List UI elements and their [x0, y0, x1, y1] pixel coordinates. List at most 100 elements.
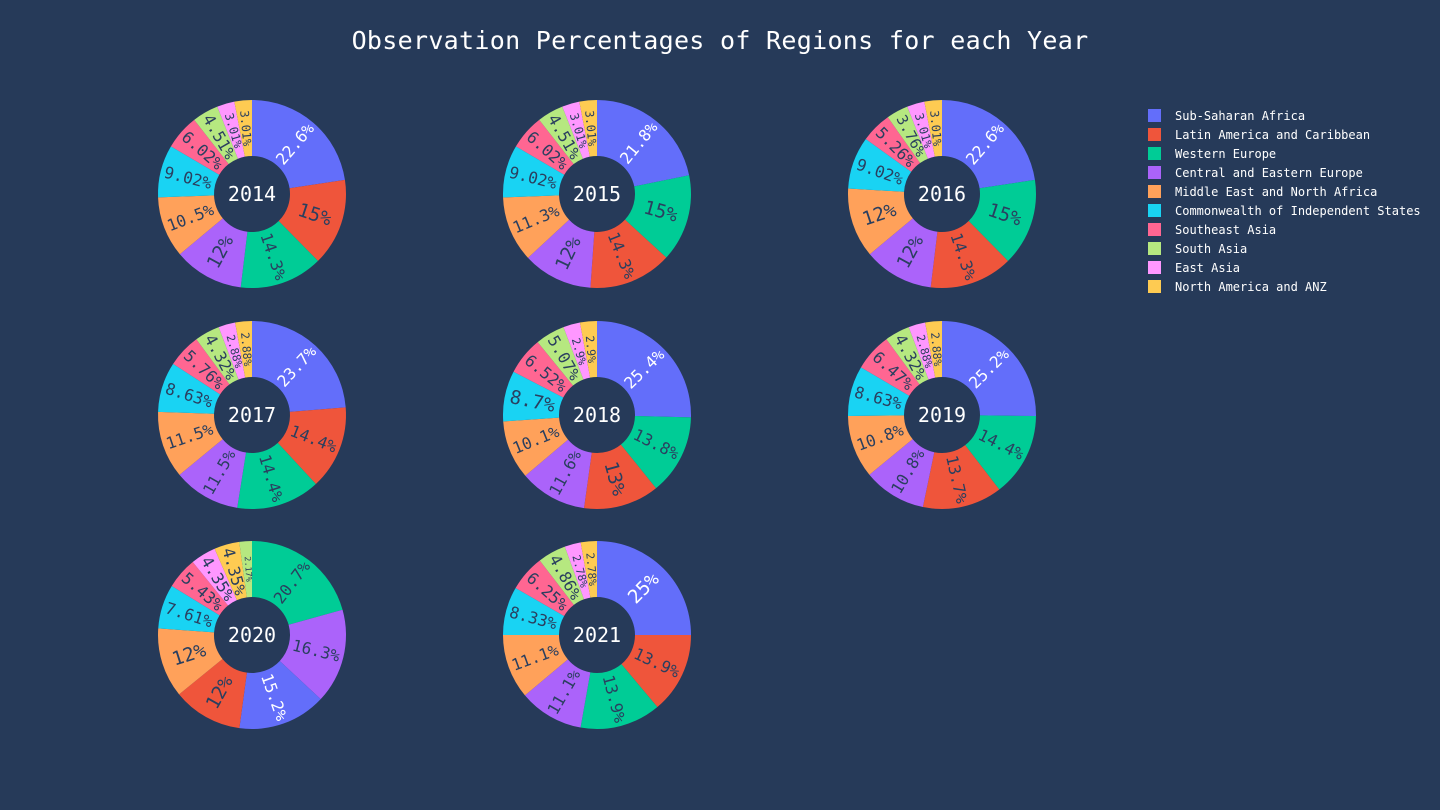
slice-2016-sub-saharan-africa[interactable] — [942, 100, 1035, 189]
slice-2017-east-asia[interactable] — [218, 322, 246, 380]
slice-2017-western-europe[interactable] — [237, 442, 316, 510]
slice-2015-commonwealth-of-independent-states[interactable] — [502, 146, 565, 198]
slice-2021-southeast-asia[interactable] — [515, 560, 574, 617]
slice-2020-sub-saharan-africa[interactable] — [239, 660, 321, 730]
slice-2019-sub-saharan-africa[interactable] — [942, 321, 1036, 417]
slice-label-2014-north-america-and-anz: 3.01% — [237, 110, 254, 147]
slice-2014-southeast-asia[interactable] — [170, 119, 229, 175]
slice-2020-western-europe[interactable] — [252, 541, 343, 625]
slice-2015-east-asia[interactable] — [562, 101, 590, 159]
slice-2021-sub-saharan-africa[interactable] — [597, 541, 691, 635]
slice-2018-latin-america-and-caribbean[interactable] — [584, 444, 656, 509]
legend-item-east-asia[interactable]: East Asia — [1148, 258, 1421, 277]
slice-2020-central-and-eastern-europe[interactable] — [279, 609, 346, 700]
slice-2016-south-asia[interactable] — [887, 106, 928, 163]
slice-2017-sub-saharan-africa[interactable] — [252, 321, 346, 412]
slice-2019-southeast-asia[interactable] — [860, 339, 920, 396]
slice-2021-latin-america-and-caribbean[interactable] — [621, 635, 691, 708]
slice-2021-commonwealth-of-independent-states[interactable] — [503, 588, 565, 635]
slice-2017-commonwealth-of-independent-states[interactable] — [158, 363, 221, 414]
legend-label: Central and Eastern Europe — [1175, 165, 1363, 180]
slice-2019-central-and-eastern-europe[interactable] — [869, 439, 935, 508]
slice-2017-north-america-and-anz[interactable] — [235, 321, 252, 378]
slice-2015-western-europe[interactable] — [625, 175, 691, 258]
legend-item-southeast-asia[interactable]: Southeast Asia — [1148, 220, 1421, 239]
legend-item-middle-east-and-north-africa[interactable]: Middle East and North Africa — [1148, 182, 1421, 201]
slice-2018-western-europe[interactable] — [620, 415, 691, 489]
slice-2014-sub-saharan-africa[interactable] — [252, 100, 345, 189]
slice-2018-sub-saharan-africa[interactable] — [597, 321, 692, 418]
slice-2016-latin-america-and-caribbean[interactable] — [930, 221, 1008, 289]
slice-2016-central-and-eastern-europe[interactable] — [869, 218, 938, 288]
legend-item-latin-america-and-caribbean[interactable]: Latin America and Caribbean — [1148, 125, 1421, 144]
slice-2015-sub-saharan-africa[interactable] — [597, 100, 690, 187]
slice-2016-western-europe[interactable] — [968, 179, 1036, 261]
slice-2014-south-asia[interactable] — [194, 106, 238, 165]
slice-2014-east-asia[interactable] — [217, 101, 245, 159]
legend-swatch — [1148, 166, 1161, 179]
slice-2021-central-and-eastern-europe[interactable] — [524, 659, 591, 728]
slice-2016-east-asia[interactable] — [907, 101, 935, 159]
slice-2014-latin-america-and-caribbean[interactable] — [278, 179, 347, 261]
legend-label: East Asia — [1175, 260, 1241, 275]
slice-2018-middle-east-and-north-africa[interactable] — [503, 417, 569, 476]
slice-2015-latin-america-and-caribbean[interactable] — [590, 219, 667, 289]
slice-2021-south-asia[interactable] — [539, 546, 584, 605]
slice-2015-middle-east-and-north-africa[interactable] — [503, 195, 570, 258]
slice-2019-western-europe[interactable] — [965, 415, 1036, 490]
slice-2021-north-america-and-anz[interactable] — [580, 541, 597, 598]
slice-2016-middle-east-and-north-africa[interactable] — [847, 188, 913, 255]
slice-2014-north-america-and-anz[interactable] — [234, 100, 252, 157]
slice-2020-east-asia[interactable] — [192, 548, 237, 606]
slice-2016-southeast-asia[interactable] — [865, 117, 921, 172]
slice-2017-central-and-eastern-europe[interactable] — [179, 439, 247, 508]
slice-label-2020-south-asia: 2.17% — [242, 556, 254, 582]
slice-2017-southeast-asia[interactable] — [173, 339, 230, 395]
slice-2021-east-asia[interactable] — [564, 542, 591, 600]
slice-2020-latin-america-and-caribbean[interactable] — [179, 658, 247, 729]
legend-item-central-and-eastern-europe[interactable]: Central and Eastern Europe — [1148, 163, 1421, 182]
legend-item-western-europe[interactable]: Western Europe — [1148, 144, 1421, 163]
slice-2020-southeast-asia[interactable] — [171, 562, 229, 616]
slice-2017-latin-america-and-caribbean[interactable] — [277, 407, 347, 484]
slice-2015-north-america-and-anz[interactable] — [579, 100, 597, 157]
slice-2019-east-asia[interactable] — [908, 322, 936, 380]
slice-2014-middle-east-and-north-africa[interactable] — [158, 195, 223, 255]
slice-2015-southeast-asia[interactable] — [515, 119, 574, 175]
slice-2015-south-asia[interactable] — [539, 106, 583, 165]
slice-2021-western-europe[interactable] — [580, 664, 658, 730]
slice-2019-commonwealth-of-independent-states[interactable] — [847, 367, 910, 416]
legend-item-commonwealth-of-independent-states[interactable]: Commonwealth of Independent States — [1148, 201, 1421, 220]
slice-2017-south-asia[interactable] — [196, 327, 239, 385]
slice-2019-south-asia[interactable] — [886, 327, 929, 385]
slice-2020-middle-east-and-north-africa[interactable] — [157, 628, 223, 695]
slice-2014-commonwealth-of-independent-states[interactable] — [157, 146, 220, 198]
slice-2018-southeast-asia[interactable] — [513, 342, 574, 398]
slice-2014-central-and-eastern-europe[interactable] — [179, 218, 248, 288]
slice-2018-south-asia[interactable] — [537, 327, 584, 386]
chart-title: Observation Percentages of Regions for e… — [351, 26, 1089, 55]
slice-2018-commonwealth-of-independent-states[interactable] — [502, 371, 564, 422]
slice-2016-north-america-and-anz[interactable] — [924, 100, 942, 157]
slice-2018-north-america-and-anz[interactable] — [579, 321, 597, 378]
legend-swatch — [1148, 185, 1161, 198]
slice-2014-western-europe[interactable] — [240, 221, 318, 289]
legend-item-sub-saharan-africa[interactable]: Sub-Saharan Africa — [1148, 106, 1421, 125]
slice-2020-north-america-and-anz[interactable] — [214, 541, 247, 601]
slice-2018-central-and-eastern-europe[interactable] — [525, 439, 592, 509]
donut-2019: 25.2%14.4%13.7%10.8%10.8%8.63%6.47%4.32%… — [847, 321, 1036, 509]
legend-item-north-america-and-anz[interactable]: North America and ANZ — [1148, 277, 1421, 296]
slice-2018-east-asia[interactable] — [563, 322, 591, 380]
slice-2017-middle-east-and-north-africa[interactable] — [157, 411, 223, 475]
slice-2020-commonwealth-of-independent-states[interactable] — [158, 586, 220, 633]
slice-2020-south-asia[interactable] — [239, 541, 252, 598]
slice-2016-commonwealth-of-independent-states[interactable] — [848, 138, 912, 192]
slice-2021-middle-east-and-north-africa[interactable] — [503, 635, 568, 696]
slice-2015-central-and-eastern-europe[interactable] — [528, 219, 595, 288]
center-year-2014: 2014 — [228, 182, 276, 206]
slice-2019-north-america-and-anz[interactable] — [925, 321, 942, 378]
legend-label: Middle East and North Africa — [1175, 184, 1378, 199]
legend-item-south-asia[interactable]: South Asia — [1148, 239, 1421, 258]
slice-2019-latin-america-and-caribbean[interactable] — [922, 445, 1000, 509]
slice-2019-middle-east-and-north-africa[interactable] — [848, 415, 913, 475]
